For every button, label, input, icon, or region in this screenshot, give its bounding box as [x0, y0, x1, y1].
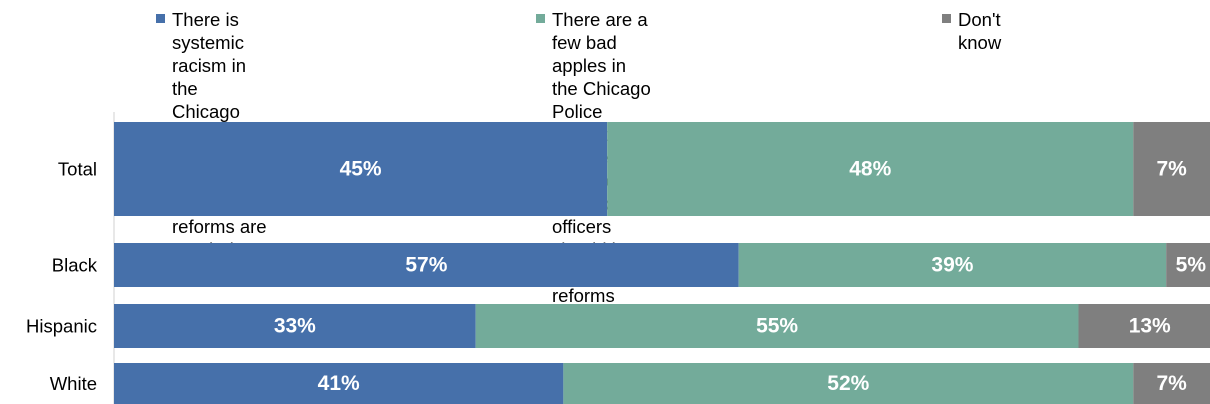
data-label-black-series-3: 5% [1176, 254, 1207, 277]
bar-black-series-1 [114, 243, 739, 287]
data-label-black-series-2: 39% [931, 254, 973, 277]
bar-white-series-3 [1133, 363, 1210, 404]
bar-hispanic-series-3 [1078, 304, 1210, 348]
bar-black-series-3 [1166, 243, 1210, 287]
legend-swatch-bad-apples [536, 14, 545, 23]
bar-black-series-2 [738, 243, 1167, 287]
bar-hispanic-series-1 [114, 304, 476, 348]
legend-swatch-dont-know [942, 14, 951, 23]
data-label-total-series-1: 45% [340, 158, 382, 181]
data-label-total-series-2: 48% [849, 158, 891, 181]
bar-white-series-1 [114, 363, 564, 404]
legend-swatch-systemic-racism [156, 14, 165, 23]
data-label-hispanic-series-2: 55% [756, 315, 798, 338]
data-label-total-series-3: 7% [1156, 158, 1187, 181]
category-label-hispanic: Hispanic [26, 316, 97, 337]
bar-total-series-1 [114, 122, 608, 216]
legend-label-dont-know: Don't know [958, 9, 1002, 53]
data-label-hispanic-series-1: 33% [274, 315, 316, 338]
category-label-black: Black [52, 255, 98, 276]
category-label-white: White [50, 373, 97, 394]
bar-total-series-3 [1133, 122, 1210, 216]
bar-hispanic-series-2 [475, 304, 1079, 348]
data-label-hispanic-series-3: 13% [1129, 315, 1171, 338]
data-label-white-series-1: 41% [318, 372, 360, 395]
data-label-white-series-3: 7% [1156, 372, 1187, 395]
category-label-total: Total [58, 159, 97, 180]
bar-total-series-2 [607, 122, 1134, 216]
data-label-white-series-2: 52% [827, 372, 869, 395]
data-label-black-series-1: 57% [405, 254, 447, 277]
bar-white-series-2 [563, 363, 1134, 404]
